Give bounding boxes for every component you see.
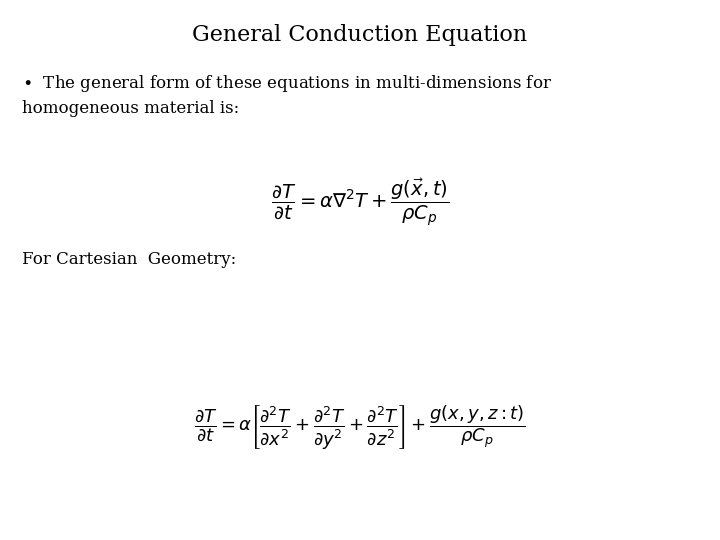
Text: $\dfrac{\partial T}{\partial t} = \alpha \nabla^2 T + \dfrac{g(\vec{x},t)}{\rho : $\dfrac{\partial T}{\partial t} = \alpha… (271, 177, 449, 228)
Text: $\dfrac{\partial T}{\partial t} = \alpha \left[\dfrac{\partial^2 T}{\partial x^2: $\dfrac{\partial T}{\partial t} = \alpha… (194, 403, 526, 450)
Text: $\bullet$  The general form of these equations in multi-dimensions for: $\bullet$ The general form of these equa… (22, 73, 552, 94)
Text: For Cartesian  Geometry:: For Cartesian Geometry: (22, 251, 236, 268)
Text: homogeneous material is:: homogeneous material is: (22, 100, 239, 117)
Text: General Conduction Equation: General Conduction Equation (192, 24, 528, 46)
